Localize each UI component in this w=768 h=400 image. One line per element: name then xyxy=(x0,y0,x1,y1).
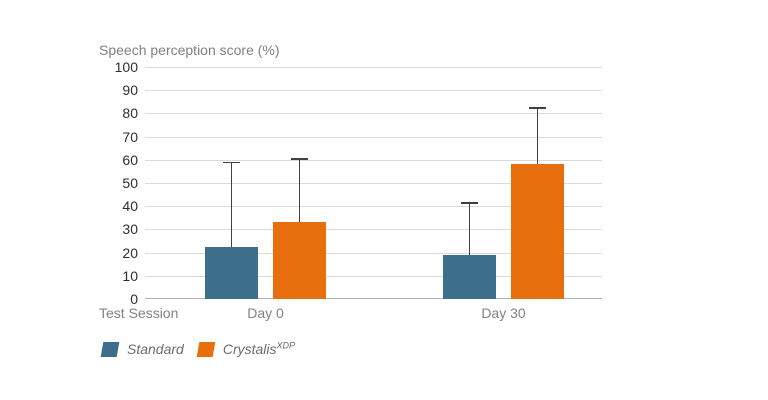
legend-label-standard-text: Standard xyxy=(127,341,184,357)
y-tick-label: 80 xyxy=(122,105,138,122)
legend-label-crystalis-superscript: XDP xyxy=(276,340,296,351)
gridline xyxy=(145,275,602,277)
gridline xyxy=(145,183,602,184)
error-bar-cap-crystalis-xdp-day-30 xyxy=(529,107,546,109)
error-bar-cap-standard-day-0 xyxy=(223,161,240,164)
y-tick-label: 70 xyxy=(122,128,138,145)
y-tick-label: 60 xyxy=(122,151,138,168)
x-axis-title: Test Session xyxy=(99,305,179,321)
bar-crystalis-xdp-day-0 xyxy=(273,222,326,299)
y-tick-label: 30 xyxy=(122,221,138,238)
gridline xyxy=(145,159,602,161)
error-bar-cap-standard-day-30 xyxy=(461,202,478,204)
gridline xyxy=(145,90,602,92)
gridline xyxy=(145,67,602,68)
error-bar-stem-standard-day-30 xyxy=(468,203,471,255)
y-tick-label: 20 xyxy=(122,244,138,261)
y-tick-label: 100 xyxy=(114,59,138,75)
gridline xyxy=(145,252,602,254)
y-tick-label: 40 xyxy=(122,198,138,215)
gridline xyxy=(145,206,602,208)
legend-item-crystalis: CrystalisXDP xyxy=(196,341,295,357)
y-tick-label: 0 xyxy=(130,291,138,307)
bar-crystalis-xdp-day-30 xyxy=(511,164,564,299)
gridline xyxy=(145,229,602,231)
legend-label-crystalis-text: Crystalis xyxy=(222,341,277,357)
y-axis-tick-labels: 0 10 20 30 40 50 60 70 80 90 100 xyxy=(0,0,138,400)
standard-series-swatch xyxy=(100,341,120,357)
bar-standard-day-30 xyxy=(443,254,496,299)
x-category-label-day-0: Day 0 xyxy=(247,305,284,321)
x-axis-baseline xyxy=(145,298,602,299)
bar-standard-day-0 xyxy=(205,246,258,299)
gridline xyxy=(145,113,602,115)
legend-label-crystalis: CrystalisXDP xyxy=(223,341,295,357)
error-bar-stem-crystalis-xdp-day-0 xyxy=(298,159,301,223)
plot-area xyxy=(145,67,602,299)
x-category-label-day-30: Day 30 xyxy=(481,305,526,321)
chart-title: Speech perception score (%) xyxy=(99,42,280,58)
y-tick-label: 10 xyxy=(122,267,138,284)
crystalis-series-swatch xyxy=(196,341,216,357)
y-tick-label: 50 xyxy=(122,175,138,191)
error-bar-stem-standard-day-0 xyxy=(230,163,233,247)
error-bar-cap-crystalis-xdp-day-0 xyxy=(291,158,308,160)
error-bar-stem-crystalis-xdp-day-30 xyxy=(536,108,539,165)
legend: Standard CrystalisXDP xyxy=(100,341,309,357)
legend-label-standard: Standard xyxy=(127,341,184,357)
gridline xyxy=(145,136,602,138)
y-tick-label: 90 xyxy=(122,82,138,99)
legend-item-standard: Standard xyxy=(100,341,184,357)
